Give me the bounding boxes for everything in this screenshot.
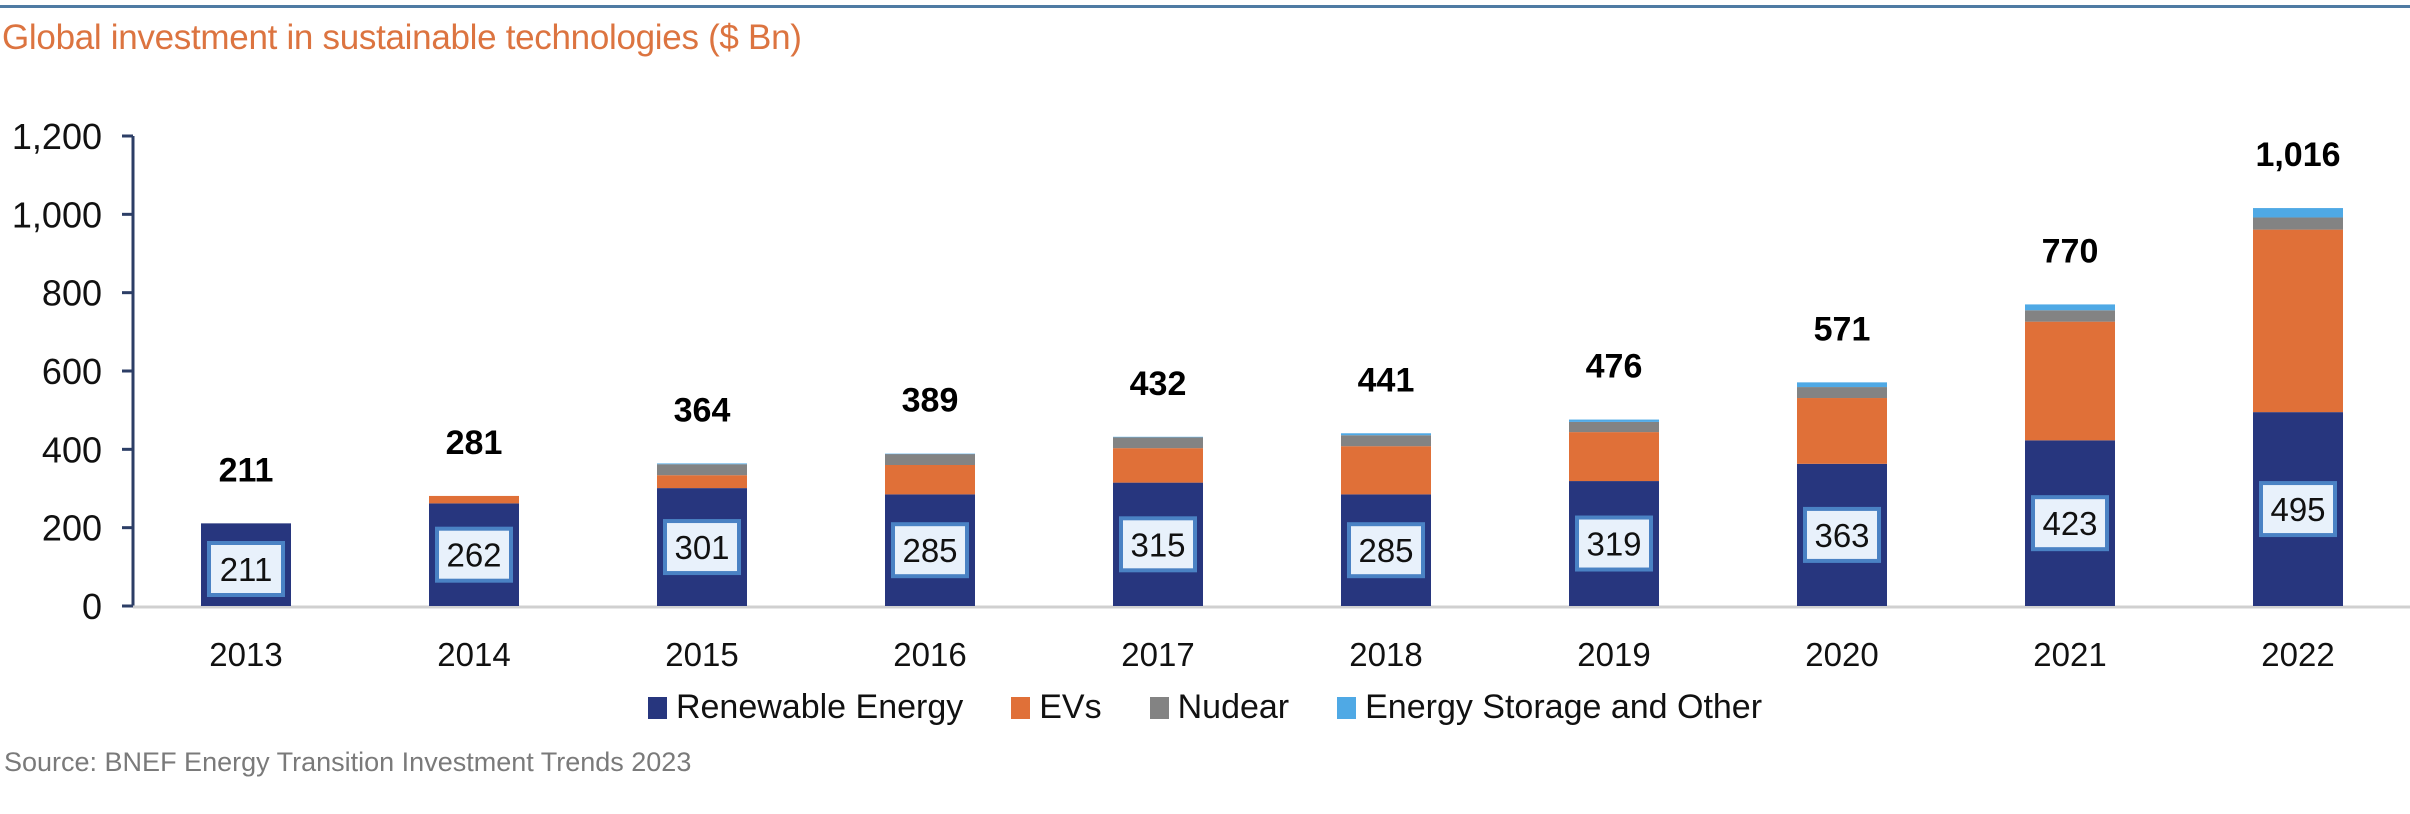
x-tick-label: 2013 [209,636,282,673]
legend-label: Nudear [1177,688,1290,726]
renewable-value-label: 319 [1586,526,1641,563]
total-value-label: 441 [1358,361,1415,399]
legend: Renewable Energy EVs Nudear Energy Stora… [0,688,2410,727]
bar-segment-nuclear [2025,310,2115,322]
renewable-value-box [1119,516,1197,573]
bar-segment-nuclear [1113,437,1203,449]
x-tick-label: 2017 [1121,636,1194,673]
legend-item-renewable: Renewable Energy [647,688,964,727]
bar-segment-storage [2253,208,2343,218]
legend-label: Renewable Energy [675,688,964,726]
data-labels: 211 211 262 281 301 364 285 389 315 432 285 441 319 4… [207,136,2341,597]
bar-segment-evs [1569,432,1659,482]
bar-segment-nuclear [1569,421,1659,433]
bar-segment-nuclear [1797,387,1887,399]
bar-segment-storage [657,463,747,465]
y-tick-label: 1,200 [12,116,102,157]
top-rule [0,5,2410,8]
x-tick-label: 2020 [1805,636,1878,673]
renewable-value-box [1575,515,1653,572]
renewable-value-label: 495 [2270,491,2325,528]
x-tick-label: 2015 [665,636,738,673]
total-value-label: 211 [219,451,274,489]
legend-swatch-evs [1011,696,1031,719]
bar-segment-storage [1797,382,1887,388]
total-value-label: 1,016 [2255,136,2340,174]
y-axis: 0 200 400 600 800 1,000 1,200 [12,116,135,627]
legend-label: Energy Storage and Other [1365,688,1763,726]
renewable-value-box [435,526,513,583]
total-value-label: 770 [2042,232,2099,270]
y-tick-label: 0 [82,586,102,627]
x-tick-label: 2019 [1577,636,1650,673]
y-tick-label: 600 [42,351,102,392]
renewable-value-label: 285 [902,532,957,569]
total-value-label: 389 [902,382,959,420]
legend-item-nuclear: Nudear [1149,688,1290,727]
bar-segment-storage [1113,436,1203,438]
bar-segment-storage [1341,433,1431,436]
bar-segment-evs [1341,446,1431,495]
total-value-label: 364 [674,391,731,429]
y-tick-label: 200 [42,508,102,549]
renewable-value-label: 262 [446,537,501,574]
renewable-value-label: 315 [1130,526,1185,563]
renewable-value-label: 211 [220,551,273,588]
renewable-value-box [1347,522,1425,579]
total-value-label: 281 [446,424,503,462]
legend-swatch-nuclear [1149,696,1169,719]
bar-segment-storage [1569,419,1659,422]
bar-segment-evs [2025,321,2115,441]
legend-swatch-storage [1337,696,1357,719]
x-axis: 2013 2014 2015 2016 2017 2018 2019 2020 2021 2022 [133,605,2410,673]
renewable-value-box [207,541,285,597]
renewable-value-box [891,522,969,579]
bar-segment-evs [429,495,519,504]
bar-segment-evs [1797,398,1887,464]
x-tick-label: 2021 [2033,636,2106,673]
x-tick-label: 2022 [2261,636,2334,673]
y-tick-label: 1,000 [12,194,102,235]
x-tick-label: 2016 [893,636,966,673]
bar-segment-nuclear [657,464,747,476]
renewable-value-box [663,519,741,576]
bar-segment-nuclear [2253,217,2343,230]
chart-title: Global investment in sustainable technol… [2,18,802,57]
bar-segment-storage [885,453,975,455]
bar-segment-evs [885,465,975,495]
renewable-value-label: 363 [1814,517,1869,554]
bar-segment-evs [1113,448,1203,483]
total-value-label: 476 [1586,348,1643,386]
renewable-value-box [2259,481,2337,538]
bar-segment-nuclear [1341,435,1431,447]
source-note: Source: BNEF Energy Transition Investmen… [4,747,692,777]
y-tick-label: 800 [42,273,102,314]
x-tick-label: 2014 [437,636,510,673]
x-tick-label: 2018 [1349,636,1422,673]
legend-swatch-renewable [647,696,667,719]
bars [201,208,2343,606]
total-value-label: 432 [1130,365,1187,403]
y-tick-label: 400 [42,429,102,470]
bar-segment-storage [2025,304,2115,311]
bar-segment-evs [2253,229,2343,413]
renewable-value-label: 301 [674,529,729,566]
renewable-value-box [2031,495,2109,552]
legend-item-evs: EVs [1011,688,1102,727]
renewable-value-label: 423 [2042,505,2097,542]
renewable-value-box [1803,506,1881,563]
legend-item-storage: Energy Storage and Other [1337,688,1762,727]
renewable-value-label: 285 [1358,532,1413,569]
total-value-label: 571 [1814,310,1871,348]
bar-segment-evs [657,475,747,489]
legend-label: EVs [1039,688,1102,726]
bar-segment-nuclear [885,454,975,465]
